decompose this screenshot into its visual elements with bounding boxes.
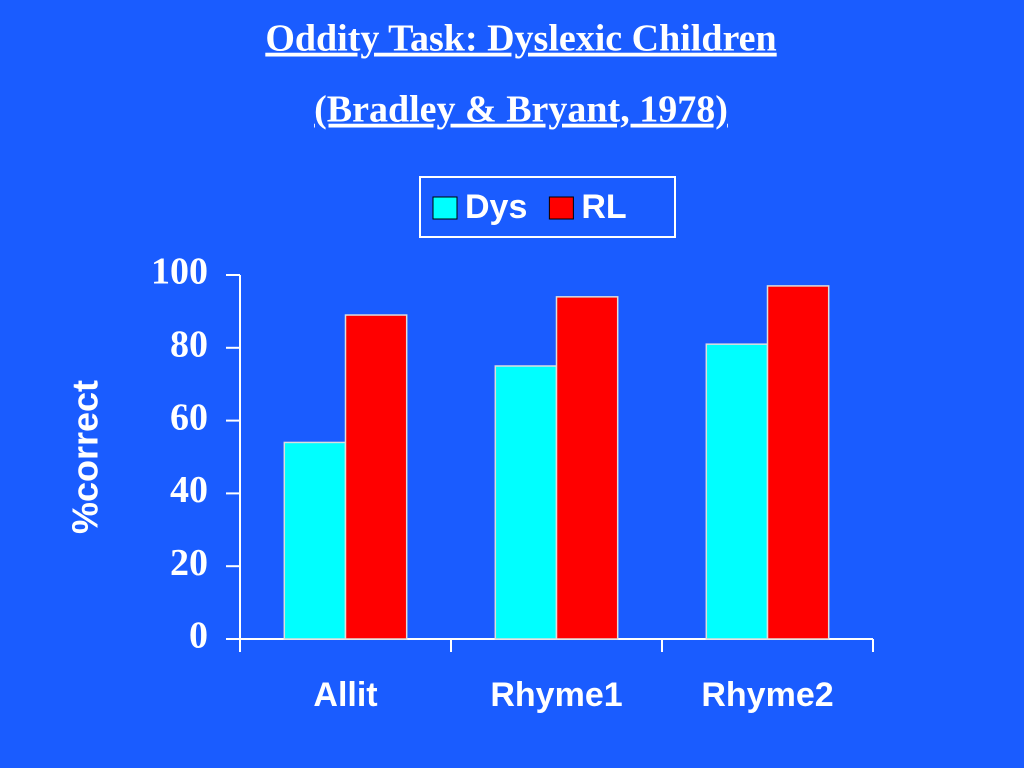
legend-label: Dys [465,188,527,226]
bar [494,365,558,640]
bar [705,343,769,640]
y-tick-label: 40 [170,469,208,511]
bar [344,314,408,640]
legend-swatch [432,196,458,220]
legend-label: RL [581,188,626,226]
y-tick-label: 80 [170,324,208,366]
legend-swatch [548,196,574,220]
bar [555,296,619,640]
y-tick-label: 20 [170,542,208,584]
y-axis-label: %correct [65,380,106,534]
x-tick-label: Rhyme2 [701,676,833,714]
chart-title: Oddity Task: Dyslexic Children [265,18,776,60]
chart-subtitle: (Bradley & Bryant, 1978) [314,89,728,131]
bar [283,441,347,640]
x-tick-label: Allit [313,676,377,714]
y-tick-label: 60 [170,396,208,438]
y-tick-label: 100 [151,251,208,293]
legend-box [419,176,676,238]
bar [766,285,830,640]
x-tick-label: Rhyme1 [490,676,622,714]
y-tick-label: 0 [189,615,208,657]
